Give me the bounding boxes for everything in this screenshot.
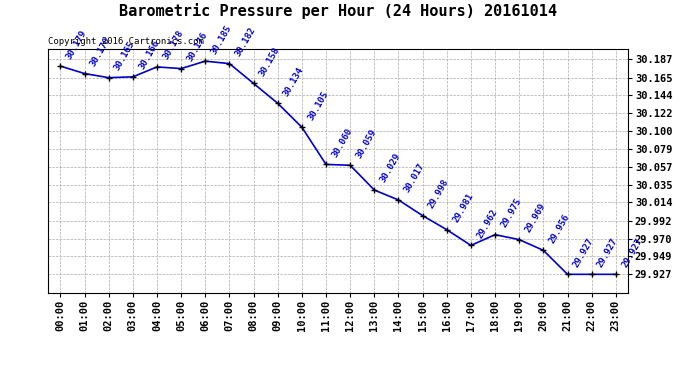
- Text: 30.170: 30.170: [89, 36, 112, 68]
- Text: 29.927: 29.927: [572, 236, 595, 269]
- Text: 30.134: 30.134: [282, 65, 306, 98]
- Text: 30.059: 30.059: [355, 127, 378, 160]
- Text: 29.998: 29.998: [427, 178, 451, 210]
- Text: 30.185: 30.185: [210, 23, 233, 56]
- Text: 30.060: 30.060: [331, 126, 354, 159]
- Text: 29.981: 29.981: [451, 192, 475, 224]
- Text: 30.017: 30.017: [403, 162, 426, 194]
- Text: 30.166: 30.166: [137, 39, 161, 71]
- Text: 30.176: 30.176: [186, 31, 209, 63]
- Text: 30.182: 30.182: [234, 26, 257, 58]
- Text: 30.178: 30.178: [161, 29, 185, 62]
- Text: 29.927: 29.927: [596, 236, 620, 269]
- Text: 30.029: 30.029: [379, 152, 402, 184]
- Text: 30.179: 30.179: [65, 28, 88, 60]
- Text: 30.165: 30.165: [113, 40, 137, 72]
- Text: 29.927: 29.927: [620, 236, 644, 269]
- Text: Copyright 2016 Cartronics.com: Copyright 2016 Cartronics.com: [48, 38, 204, 46]
- Text: 30.158: 30.158: [258, 45, 282, 78]
- Text: 29.962: 29.962: [475, 207, 499, 240]
- Text: 29.956: 29.956: [548, 212, 571, 245]
- Text: 29.969: 29.969: [524, 202, 547, 234]
- Title: Barometric Pressure per Hour (24 Hours) 20161014: Barometric Pressure per Hour (24 Hours) …: [119, 3, 557, 20]
- Text: 30.105: 30.105: [306, 89, 330, 122]
- Text: 29.975: 29.975: [500, 196, 523, 229]
